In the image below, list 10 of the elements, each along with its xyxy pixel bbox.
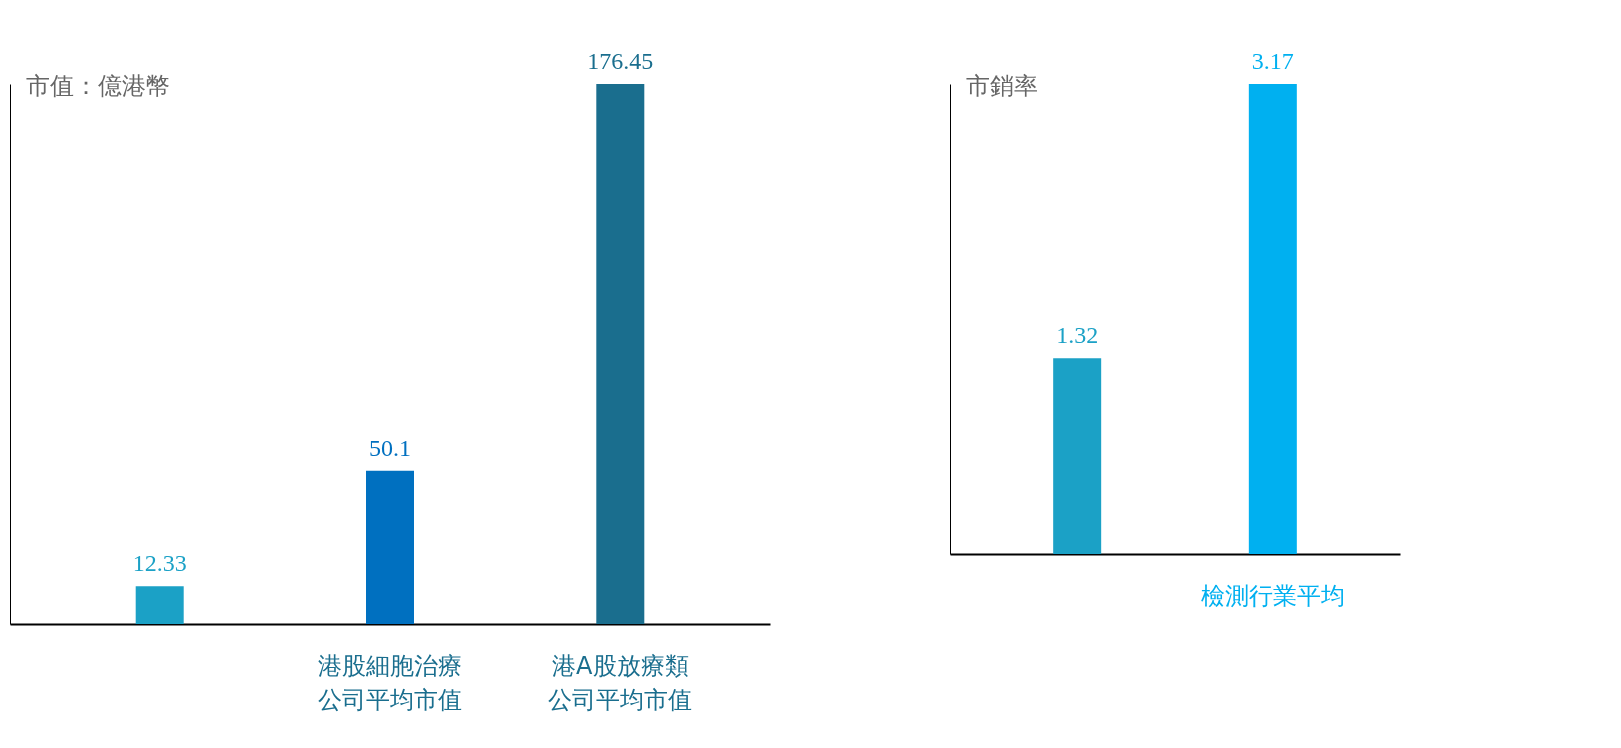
x-tick-label: 檢測行業平均 xyxy=(1200,581,1345,610)
x-tick-label: 港股細胞治療公司平均市值 xyxy=(318,651,462,714)
data-label: 12.33 xyxy=(132,550,187,577)
y-axis-title: 市銷率 xyxy=(965,71,1038,100)
x-tick-label: 港A股放療類公司平均市值 xyxy=(548,651,693,714)
data-label: 176.45 xyxy=(587,48,654,74)
data-label: 1.32 xyxy=(1056,322,1099,349)
y-axis-title: 市值：億港幣 xyxy=(25,71,170,100)
data-label: 3.17 xyxy=(1251,48,1294,74)
data-label: 50.1 xyxy=(369,434,411,461)
